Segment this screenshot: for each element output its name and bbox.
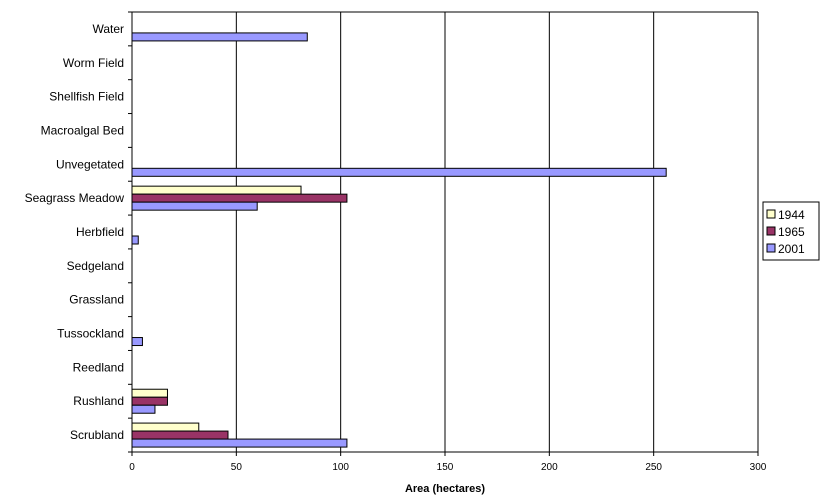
category-label: Grassland [69, 293, 124, 307]
category-label: Scrubland [70, 428, 124, 442]
x-axis-title: Area (hectares) [405, 483, 485, 495]
legend-label: 1965 [778, 225, 805, 239]
legend-swatch-1965 [766, 226, 776, 236]
legend-swatch-1944 [766, 209, 776, 219]
bar-2001 [131, 404, 156, 414]
bar-2001 [131, 337, 143, 347]
x-tick-label: 50 [231, 462, 243, 473]
category-label: Unvegetated [56, 157, 124, 171]
category-labels: Water Worm Field Shellfish Field Macroalgal… [25, 22, 125, 442]
x-tick-label: 0 [129, 462, 135, 473]
category-label: Tussockland [57, 327, 124, 341]
gridlines [132, 11, 759, 452]
bar-1965 [131, 193, 348, 203]
legend-swatch-2001 [766, 243, 776, 253]
category-label: Macroalgal Bed [41, 123, 124, 137]
bar-1944 [131, 185, 302, 195]
x-tick-label: 200 [541, 462, 558, 473]
axes [128, 11, 759, 456]
bar-2001 [131, 201, 258, 211]
category-label: Shellfish Field [49, 90, 124, 104]
category-label: Worm Field [63, 56, 124, 70]
bar-1944 [131, 388, 168, 398]
x-tick-label: 300 [750, 462, 767, 473]
category-label: Herbfield [76, 225, 124, 239]
category-label: Water [92, 22, 124, 36]
bar-2001 [131, 235, 139, 245]
x-tick-label: 100 [332, 462, 349, 473]
bar-1965 [131, 396, 168, 406]
legend: 1944 1965 2001 [762, 201, 820, 261]
legend-label: 1944 [778, 208, 805, 222]
bar-1944 [131, 422, 200, 432]
bar-2001 [131, 32, 308, 42]
bar-2001 [131, 438, 348, 448]
x-tick-labels: 0 50 100 150 200 250 300 [129, 462, 767, 473]
bar-1965 [131, 430, 229, 440]
x-tick-label: 150 [437, 462, 454, 473]
category-label: Seagrass Meadow [25, 191, 125, 205]
legend-label: 2001 [778, 242, 805, 256]
x-tick-label: 250 [645, 462, 662, 473]
category-label: Rushland [73, 394, 124, 408]
category-label: Sedgeland [67, 259, 124, 273]
bar-2001 [131, 167, 667, 177]
category-label: Reedland [73, 360, 124, 374]
